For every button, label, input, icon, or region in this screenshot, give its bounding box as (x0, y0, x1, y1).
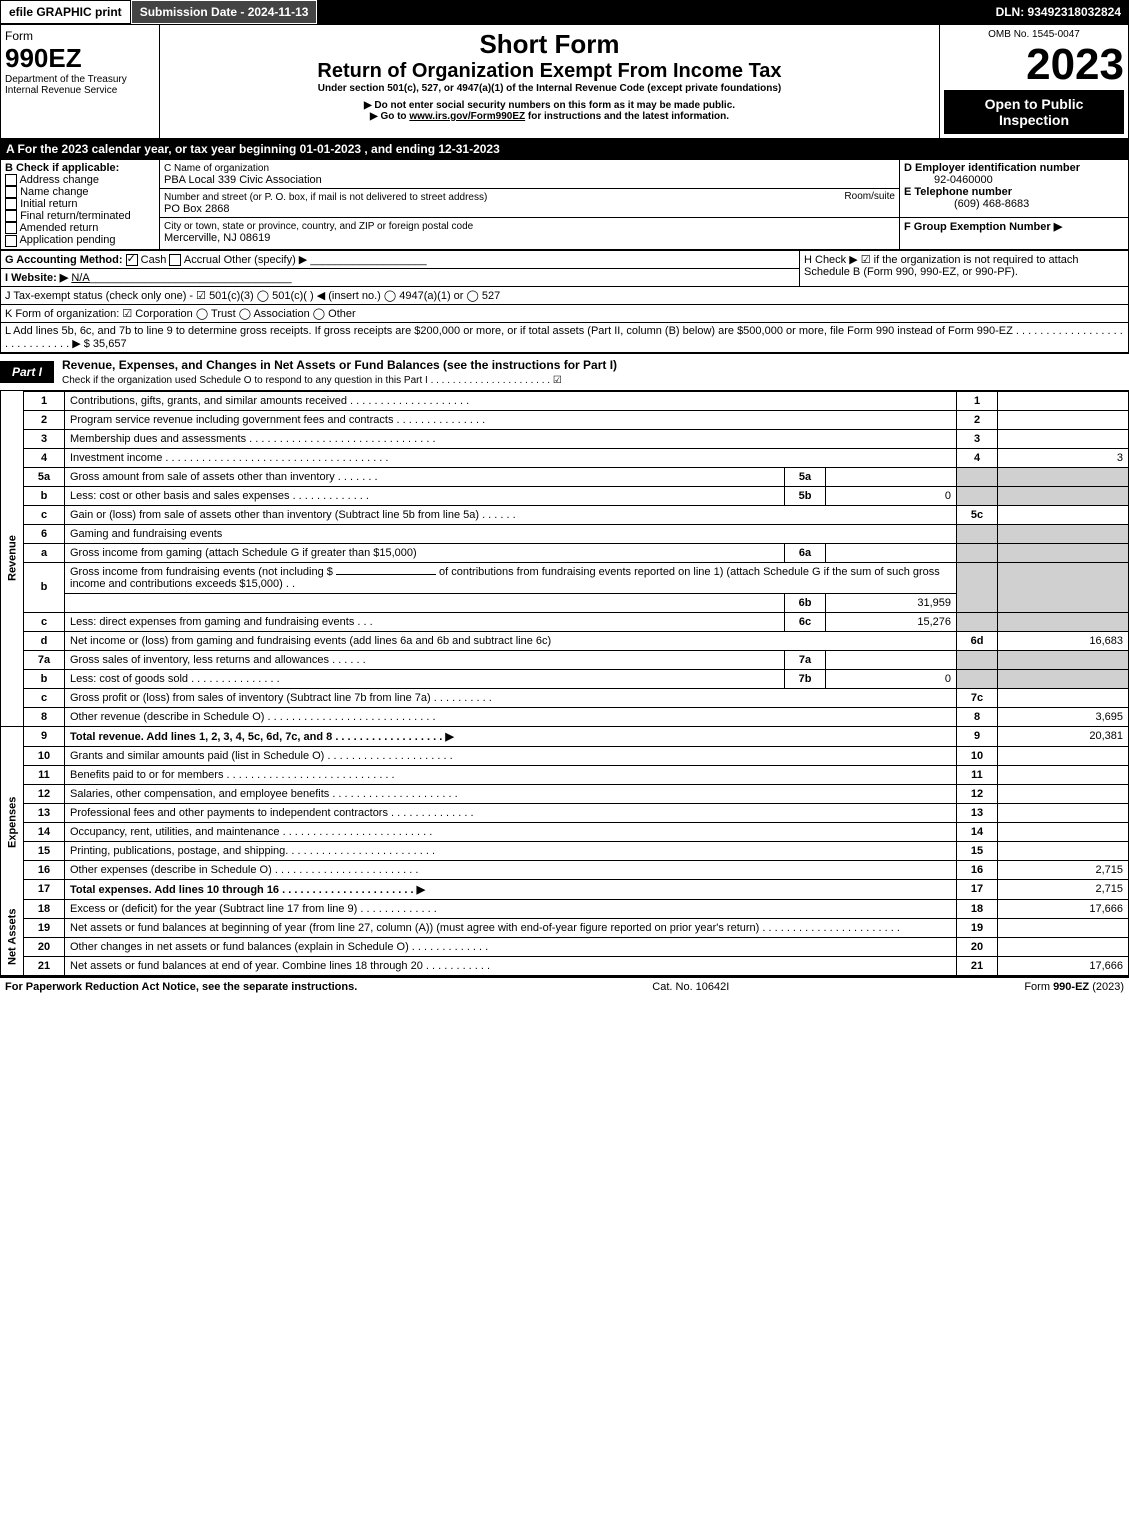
section-h: H Check ▶ ☑ if the organization is not r… (800, 250, 1129, 286)
omb-number: OMB No. 1545-0047 (944, 29, 1124, 40)
section-c-street: Number and street (or P. O. box, if mail… (160, 189, 900, 218)
part-1-title: Revenue, Expenses, and Changes in Net As… (54, 354, 625, 390)
section-d-e: D Employer identification number 92-0460… (900, 160, 1129, 218)
net-assets-side-label: Net Assets (1, 899, 24, 975)
form-word: Form (5, 29, 155, 43)
group-exemption-label: F Group Exemption Number ▶ (904, 221, 1062, 233)
section-c-name: C Name of organization PBA Local 339 Civ… (160, 160, 900, 189)
dln-label: DLN: 93492318032824 (988, 1, 1129, 23)
revenue-side-label: Revenue (1, 391, 24, 726)
dept-label: Department of the Treasury (5, 74, 155, 85)
ein-value: 92-0460000 (934, 174, 993, 186)
checkbox-cash[interactable] (126, 254, 138, 266)
line-6b-desc: Gross income from fundraising events (no… (65, 562, 957, 593)
header-left: Form 990EZ Department of the Treasury In… (1, 25, 160, 138)
section-l: L Add lines 5b, 6c, and 7b to line 9 to … (1, 322, 1129, 352)
website-value: N/A (71, 272, 89, 284)
header-center: Short Form Return of Organization Exempt… (160, 25, 940, 138)
checkbox-amended-return[interactable] (5, 222, 17, 234)
checkbox-name-change[interactable] (5, 186, 17, 198)
note-ssn: ▶ Do not enter social security numbers o… (164, 100, 935, 111)
efile-print-label[interactable]: efile GRAPHIC print (0, 0, 131, 24)
subtitle: Under section 501(c), 527, or 4947(a)(1)… (164, 83, 935, 94)
short-form-title: Short Form (164, 29, 935, 60)
street-value: PO Box 2868 (164, 203, 229, 215)
header-right: OMB No. 1545-0047 2023 Open to Public In… (940, 25, 1128, 138)
section-g: G Accounting Method: Cash Accrual Other … (1, 250, 800, 268)
phone-value: (609) 468-8683 (954, 198, 1029, 210)
note-link: ▶ Go to www.irs.gov/Form990EZ for instru… (164, 111, 935, 122)
checkbox-application-pending[interactable] (5, 235, 17, 247)
footer-cat-no: Cat. No. 10642I (652, 981, 729, 993)
footer-form-ref: Form 990-EZ (2023) (1024, 981, 1124, 993)
checkbox-address-change[interactable] (5, 174, 17, 186)
org-name: PBA Local 339 Civic Association (164, 174, 322, 186)
top-bar: efile GRAPHIC print Submission Date - 20… (0, 0, 1129, 24)
section-i: I Website: ▶ N/A________________________… (1, 268, 800, 286)
section-a-bar: A For the 2023 calendar year, or tax yea… (0, 139, 1129, 159)
part-1-label: Part I (0, 361, 54, 383)
open-to-public: Open to Public Inspection (944, 90, 1124, 134)
main-title: Return of Organization Exempt From Incom… (164, 60, 935, 83)
ein-label: D Employer identification number (904, 162, 1080, 174)
section-j: J Tax-exempt status (check only one) - ☑… (1, 286, 1129, 304)
page-footer: For Paperwork Reduction Act Notice, see … (0, 976, 1129, 996)
part-1-table: Revenue 1 Contributions, gifts, grants, … (0, 391, 1129, 976)
part-1-check-note: Check if the organization used Schedule … (62, 375, 562, 386)
submission-date-label: Submission Date - 2024-11-13 (131, 0, 318, 24)
info-table: B Check if applicable: Address change Na… (0, 159, 1129, 250)
irs-link[interactable]: www.irs.gov/Form990EZ (409, 111, 525, 122)
checkbox-final-return[interactable] (5, 210, 17, 222)
checkbox-accrual[interactable] (169, 254, 181, 266)
phone-label: E Telephone number (904, 186, 1012, 198)
section-c-city: City or town, state or province, country… (160, 218, 900, 250)
expenses-side-label: Expenses (1, 746, 24, 899)
section-b: B Check if applicable: Address change Na… (1, 160, 160, 250)
city-value: Mercerville, NJ 08619 (164, 232, 270, 244)
part-1-header: Part I Revenue, Expenses, and Changes in… (0, 353, 1129, 391)
section-f: F Group Exemption Number ▶ (900, 218, 1129, 250)
section-k: K Form of organization: ☑ Corporation ◯ … (1, 304, 1129, 322)
section-b-title: B Check if applicable: (5, 162, 119, 174)
footer-left: For Paperwork Reduction Act Notice, see … (5, 981, 357, 993)
checkbox-initial-return[interactable] (5, 198, 17, 210)
form-number: 990EZ (5, 43, 155, 74)
ghijk-table: G Accounting Method: Cash Accrual Other … (0, 250, 1129, 353)
tax-year: 2023 (944, 40, 1124, 90)
irs-label: Internal Revenue Service (5, 85, 155, 96)
form-header: Form 990EZ Department of the Treasury In… (0, 24, 1129, 139)
